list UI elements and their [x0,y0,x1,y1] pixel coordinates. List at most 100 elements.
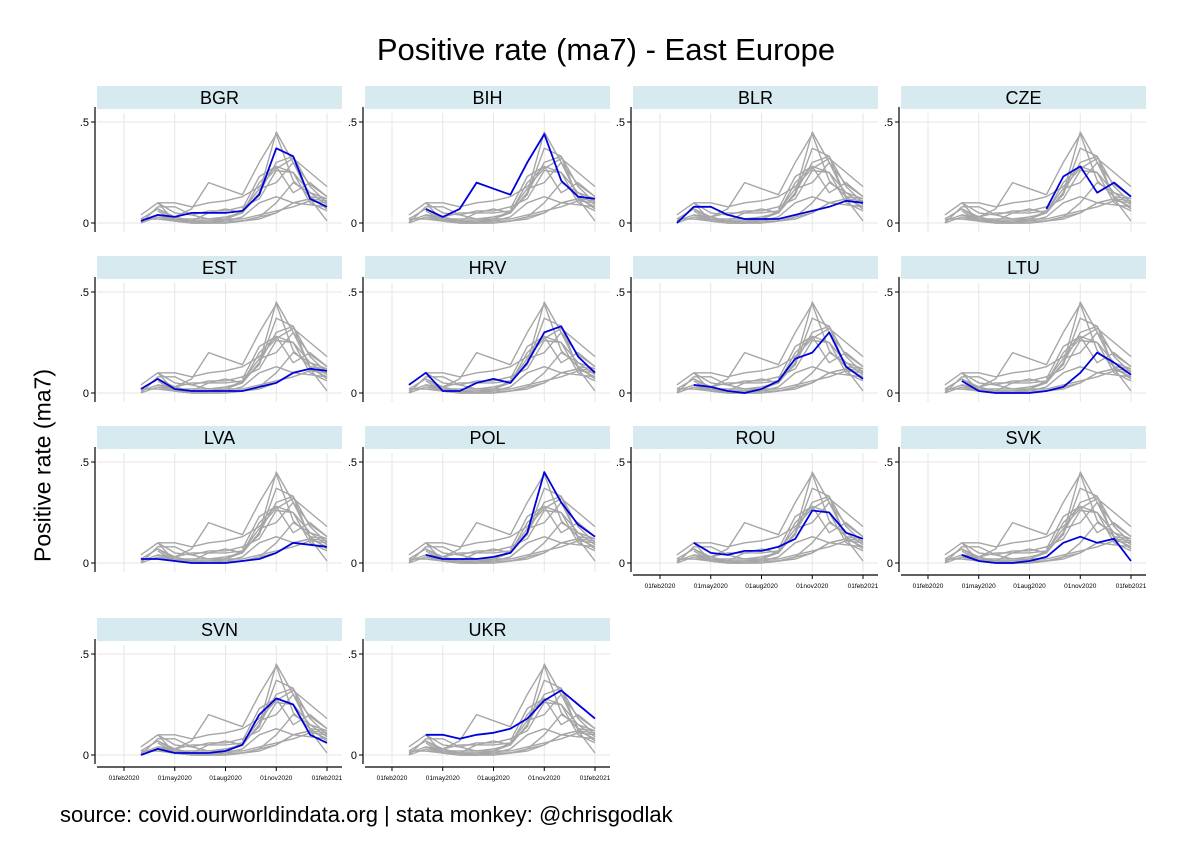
series-line-pol-gray [961,471,1132,560]
panel-blr: BLR .5 0 [616,86,878,232]
y-tick-label: .5 [616,117,625,129]
panel-title: EST [202,258,237,278]
series-line-svk-gray [425,728,596,756]
series-line-ukr-gray [693,327,864,378]
y-tick-label: 0 [83,218,89,230]
y-tick-label: .5 [348,457,357,469]
series-line-pol-gray [693,131,864,220]
x-tick-label: 01nov2020 [796,583,829,590]
panel-strip [97,86,342,109]
x-tick-label: 01aug2020 [1013,583,1046,590]
panel-strip [633,256,878,279]
series-line-ukr [425,689,596,740]
y-tick-label: .5 [80,287,89,299]
y-tick-label: .5 [80,117,89,129]
y-tick-label: 0 [83,750,89,762]
series-line-svn-gray [140,165,328,224]
panel-bgr: BGR .5 0 [80,86,342,232]
y-tick-label: 0 [83,558,89,570]
y-tick-label: .5 [348,287,357,299]
series-line-ukr-gray [157,157,328,208]
panel-cze: CZE .5 0 [884,86,1146,232]
series-line-pol-gray [157,301,328,390]
series-line-rou-gray [961,509,1132,556]
series-line-rou-gray [425,509,596,556]
y-tick-label: 0 [887,558,893,570]
series-line-cze-gray [1045,335,1132,380]
series-line-cze-gray [777,505,864,550]
series-line-svk-gray [961,196,1132,224]
series-line-rou-gray [961,169,1132,216]
y-tick-label: .5 [884,457,893,469]
x-tick-label: 01feb2021 [1116,583,1147,590]
series-line-pol-gray [961,131,1132,220]
panel-title: BGR [200,88,239,108]
series-line-hrv [408,325,596,392]
chart-title: Positive rate (ma7) - East Europe [376,32,836,67]
x-tick-label: 01may2020 [426,775,460,782]
series-line-svk-gray [693,366,864,394]
x-tick-label: 01aug2020 [477,775,510,782]
series-line-cze-gray [1045,505,1132,550]
series-line-rou-gray [425,339,596,386]
x-tick-label: 01feb2020 [109,775,140,782]
series-line-svn-gray [676,335,864,394]
series-line-rou-gray [157,339,328,386]
series-line-bgr [140,147,328,222]
y-tick-label: 0 [887,218,893,230]
panel-strip [901,86,1146,109]
panel-title: LTU [1007,258,1040,278]
y-tick-label: .5 [348,117,357,129]
series-line-cze-gray [241,697,328,742]
panel-title: CZE [1006,88,1042,108]
y-tick-label: .5 [80,457,89,469]
y-tick-label: 0 [351,750,357,762]
series-line-ukr-gray [425,497,596,548]
series-line-rou-gray [157,509,328,556]
series-line-ukr-gray [961,327,1132,378]
series-line-rou-gray [157,701,328,748]
panel-pol: POL .5 0 [348,426,610,572]
y-tick-label: .5 [884,117,893,129]
series-line-hun [693,331,864,394]
x-tick-label: 01nov2020 [260,775,293,782]
series-line-blr [676,199,864,224]
panel-strip [97,618,342,641]
y-tick-label: 0 [351,558,357,570]
panel-strip [633,426,878,449]
series-line-svn-gray [944,165,1132,224]
panel-strip [633,86,878,109]
series-line-svk-gray [693,536,864,564]
y-tick-label: 0 [619,388,625,400]
y-tick-label: 0 [83,388,89,400]
x-tick-label: 01may2020 [694,583,728,590]
panel-strip [97,256,342,279]
series-line-ukr-gray [961,497,1132,548]
y-tick-label: .5 [884,287,893,299]
y-tick-label: .5 [616,457,625,469]
series-line-est [140,367,328,392]
y-tick-label: 0 [351,388,357,400]
series-line-pol-gray [157,471,328,560]
panel-title: BLR [738,88,773,108]
series-line-ukr-gray [693,497,864,548]
series-line-cze-gray [241,165,328,210]
series-line-rou-gray [425,169,596,216]
series-line-cze-gray [241,335,328,380]
series-line-svk-gray [425,196,596,224]
panel-title: SVK [1005,428,1041,448]
series-line-ukr-gray [157,327,328,378]
y-tick-label: 0 [887,388,893,400]
y-tick-label: 0 [619,558,625,570]
series-line-pol [425,471,596,560]
series-line-rou-gray [961,339,1132,386]
panel-title: POL [469,428,505,448]
y-tick-label: .5 [616,287,625,299]
x-tick-label: 01nov2020 [528,775,561,782]
panel-hun: HUN .5 0 [616,256,878,402]
panel-title: BIH [472,88,502,108]
x-tick-label: 01may2020 [158,775,192,782]
x-tick-label: 01feb2021 [580,775,611,782]
panel-ukr: UKR .5 0 01feb2020 01may2020 01aug2020 01nov20… [348,618,611,782]
series-line-ltu [961,351,1132,394]
